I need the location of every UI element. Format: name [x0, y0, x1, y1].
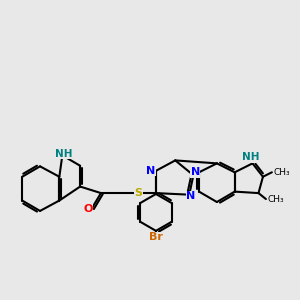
Text: N: N [146, 166, 155, 176]
Text: Br: Br [149, 232, 163, 242]
Text: S: S [134, 188, 142, 198]
Text: O: O [83, 204, 93, 214]
Text: CH₃: CH₃ [273, 168, 290, 177]
Text: N: N [190, 167, 200, 177]
Text: NH: NH [242, 152, 260, 162]
Text: CH₃: CH₃ [267, 194, 284, 203]
Text: NH: NH [55, 149, 73, 159]
Text: N: N [186, 191, 195, 201]
